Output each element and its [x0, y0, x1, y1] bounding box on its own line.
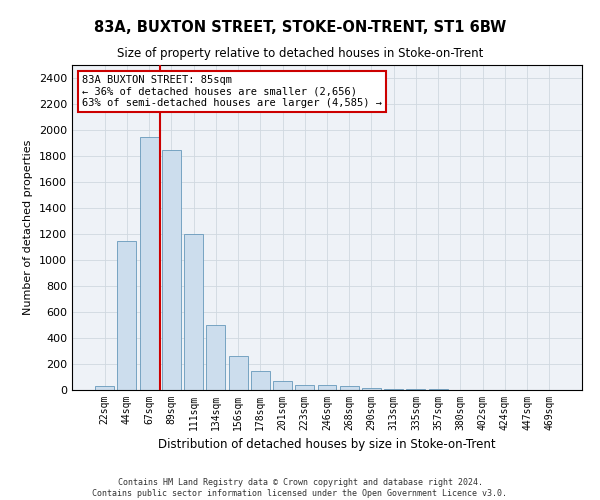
- Bar: [362, 388, 381, 390]
- Text: 83A, BUXTON STREET, STOKE-ON-TRENT, ST1 6BW: 83A, BUXTON STREET, STOKE-ON-TRENT, ST1 …: [94, 20, 506, 35]
- Y-axis label: Number of detached properties: Number of detached properties: [23, 140, 34, 315]
- Bar: [95, 386, 114, 390]
- X-axis label: Distribution of detached houses by size in Stoke-on-Trent: Distribution of detached houses by size …: [158, 438, 496, 452]
- Bar: [118, 240, 136, 390]
- Bar: [273, 381, 292, 390]
- Bar: [184, 234, 203, 390]
- Text: Contains HM Land Registry data © Crown copyright and database right 2024.
Contai: Contains HM Land Registry data © Crown c…: [92, 478, 508, 498]
- Text: Size of property relative to detached houses in Stoke-on-Trent: Size of property relative to detached ho…: [117, 48, 483, 60]
- Bar: [317, 386, 337, 390]
- Bar: [206, 325, 225, 390]
- Text: 83A BUXTON STREET: 85sqm
← 36% of detached houses are smaller (2,656)
63% of sem: 83A BUXTON STREET: 85sqm ← 36% of detach…: [82, 74, 382, 108]
- Bar: [251, 370, 270, 390]
- Bar: [162, 150, 181, 390]
- Bar: [140, 136, 158, 390]
- Bar: [295, 385, 314, 390]
- Bar: [384, 388, 403, 390]
- Bar: [229, 356, 248, 390]
- Bar: [340, 386, 359, 390]
- Bar: [406, 388, 425, 390]
